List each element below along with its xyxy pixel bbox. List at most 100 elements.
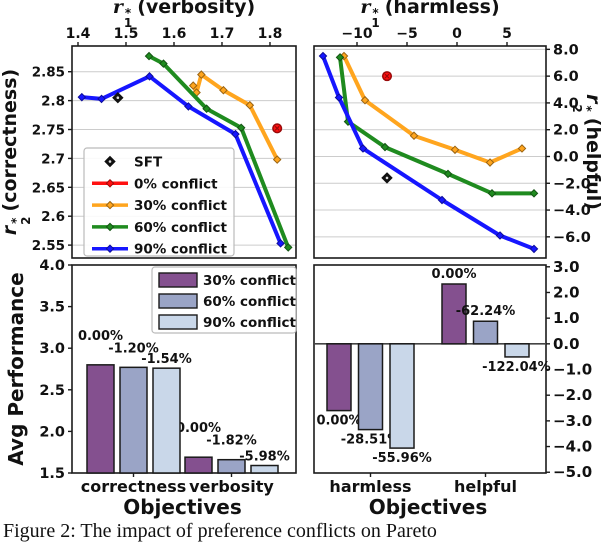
y-tick-label: 2.65: [32, 180, 65, 196]
y-tick-label: 2.8: [41, 94, 65, 110]
y-tick-label: 2.7: [41, 151, 65, 167]
y-tick-label: 2.0: [553, 283, 580, 301]
top-axis-title-verbosity: r * 1 (verbosity): [39, 0, 329, 30]
avg-performance-correctness-verbosity: 4.03.53.02.52.01.50.00%0.00%-1.20%-1.82%…: [39, 258, 297, 519]
bar-correctness-90-conflict: [152, 367, 181, 474]
y-tick-label: 2.55: [32, 238, 65, 254]
right-axis-title-helpful: r * 2 (helpful): [570, 94, 604, 210]
left-axis-title-avg-performance: Avg Performance: [4, 272, 28, 466]
x-tick-label: 1.4: [66, 26, 91, 42]
y-tick-label: 4.0: [553, 96, 579, 112]
category-label: helpful: [454, 477, 517, 496]
point-sft: [381, 172, 393, 184]
y-tick-label: 8.0: [553, 42, 579, 58]
bar-value-label: -5.98%: [239, 450, 290, 465]
x-tick-label: 1.5: [114, 26, 139, 42]
math-symbol: r * 1: [360, 0, 380, 30]
bar-value-label: 0.00%: [431, 267, 476, 282]
pareto-verbosity-correctness: 1.4 1.5 1.6 1.7 1.8 2.85 2.8 2.75 2.7 2.65 2.6 2.55…: [32, 26, 297, 259]
figure-caption: Figure 2: The impact of preference confl…: [3, 520, 437, 542]
bar-harmless-30-conflict: [326, 343, 352, 412]
bar-harmless-90-conflict: [389, 343, 415, 449]
bar-verbosity-90-conflict: [250, 464, 279, 474]
avg-performance-harmless-helpful: 3.0 2.0 1.0 0.0 −1.0 −2.0 −3.0 −4.0 −5.0 0.00% 0.0…: [313, 258, 592, 519]
left-axis-title-correctness: r * 2 (correctness): [0, 68, 33, 236]
x-tick-label: 1.6: [162, 26, 187, 42]
y-tick-label: −5.0: [553, 463, 592, 481]
y-tick-label: 6.0: [553, 69, 579, 85]
y-tick-label: −2.0: [553, 386, 592, 404]
bar-value-label: -122.04%: [482, 360, 551, 375]
x-tick-label: −5: [396, 26, 417, 42]
y-tick-label: 1.0: [553, 309, 580, 327]
category-label: verbosity: [189, 477, 274, 496]
y-tick-label: 0.0: [553, 149, 579, 165]
y-tick-label: 2.6: [41, 209, 65, 225]
y-tick-label: 2.85: [32, 65, 65, 81]
x-tick-label: 1.7: [210, 26, 235, 42]
bar-value-label: -1.82%: [206, 434, 257, 449]
math-symbol: r * 2: [570, 94, 604, 113]
x-tick-label: −10: [341, 26, 372, 42]
y-tick-label: 2.75: [32, 123, 65, 139]
y-tick-label: 0.0: [553, 335, 580, 353]
math-symbol: r * 2: [0, 216, 33, 236]
legend-label: 90% conflict: [134, 242, 228, 258]
legend-label: 0% conflict: [134, 176, 218, 192]
legend-label: 30% conflict: [203, 273, 297, 289]
bar-correctness-60-conflict: [119, 366, 148, 474]
bar-correctness-30-conflict: [86, 364, 115, 474]
bar-helpful-30-conflict: [441, 283, 467, 345]
y-tick-label: −1.0: [553, 361, 592, 379]
legend-label: 60% conflict: [203, 294, 297, 310]
y-tick-label: 2.5: [39, 383, 65, 399]
y-tick-label: −4.0: [553, 203, 591, 219]
x-tick-label: 5: [502, 26, 512, 42]
y-tick-label: 2.0: [39, 424, 65, 440]
bar-value-label: 0.00%: [176, 421, 221, 436]
legend: SFT 0% conflict 30% conflict 60% conflict 90…: [83, 147, 235, 258]
y-tick-label: −4.0: [553, 438, 592, 456]
bar-verbosity-30-conflict: [184, 456, 213, 474]
x-tick-label: 0: [452, 26, 462, 42]
y-tick-label: 4.0: [39, 258, 65, 274]
y-tick-label: −3.0: [553, 412, 592, 430]
bar-harmless-60-conflict: [357, 343, 384, 431]
x-axis-title: Objectives: [369, 495, 488, 519]
bar-value-label: -1.20%: [108, 341, 159, 356]
bar-value-label: -55.96%: [372, 451, 432, 466]
bar-value-label: -28.51%: [341, 433, 401, 448]
y-tick-label: 3.5: [39, 300, 65, 316]
y-tick-label: 3.0: [39, 341, 65, 357]
legend: 30% conflict 60% conflict 90% conflict: [151, 266, 297, 334]
y-tick-label: 2.0: [553, 123, 579, 139]
point-sft: [112, 92, 124, 104]
legend-label: 60% conflict: [134, 220, 228, 236]
point-0-conflict: [381, 71, 393, 82]
pareto-harmless-helpful: −10 −5 0 5 8.0 6.0 4.0 2.0 0.0 −2.0 −4.0 −6.0: [313, 26, 591, 259]
legend-label: 90% conflict: [203, 315, 297, 331]
bar-helpful-90-conflict: [504, 343, 530, 358]
legend-label: 30% conflict: [134, 198, 228, 214]
series-30-conflict: [342, 54, 524, 165]
point-0-conflict: [272, 123, 283, 134]
bar-value-label: -1.54%: [141, 352, 192, 367]
category-label: harmless: [329, 477, 411, 496]
top-axis-title-harmless: r * 1 (harmless): [285, 0, 575, 30]
series-60-conflict: [338, 55, 536, 196]
y-tick-label: −2.0: [553, 176, 591, 192]
bar-value-label: 0.00%: [78, 329, 123, 344]
charts-canvas: 1.4 1.5 1.6 1.7 1.82.852.82.752.72.652.62.55…: [32, 26, 592, 519]
math-symbol: r * 1: [112, 0, 133, 30]
bar-helpful-60-conflict: [472, 320, 499, 345]
y-tick-label: 3.0: [553, 258, 580, 276]
y-tick-label: −6.0: [553, 230, 591, 246]
bar-value-label: 0.00%: [316, 414, 361, 429]
category-label: correctness: [81, 477, 187, 496]
y-tick-label: 1.5: [39, 466, 65, 482]
bar-value-label: -62.24%: [456, 304, 516, 319]
series-90-conflict: [321, 54, 536, 251]
x-axis-title: Objectives: [123, 495, 242, 519]
x-tick-label: 1.8: [258, 26, 283, 42]
